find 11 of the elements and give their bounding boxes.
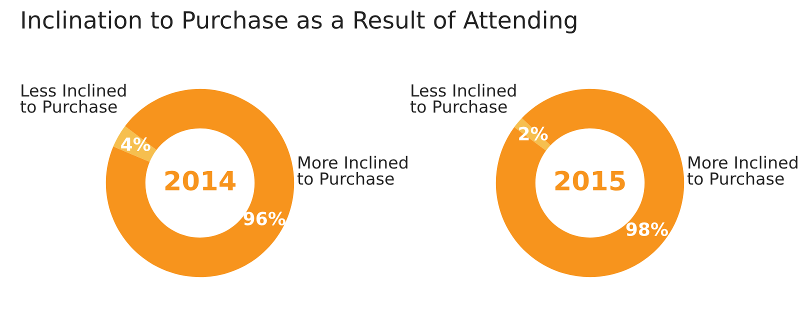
text: 2015 <box>555 170 625 191</box>
data-label: 4% <box>121 137 150 152</box>
slice-label: Less Inclined to Purchase <box>410 84 516 113</box>
slice-label: More Inclined to Purchase <box>687 156 798 185</box>
chart-title: Inclination to Purchase as a Result of Attending <box>22 10 576 34</box>
slice-label: More Inclined to Purchase <box>297 156 408 185</box>
data-label: 98% <box>626 222 668 236</box>
text: 2014 <box>165 170 236 191</box>
slice-label: Less Inclined to Purchase <box>20 84 126 113</box>
data-label: 2% <box>519 126 548 140</box>
data-label: 96% <box>244 212 286 226</box>
